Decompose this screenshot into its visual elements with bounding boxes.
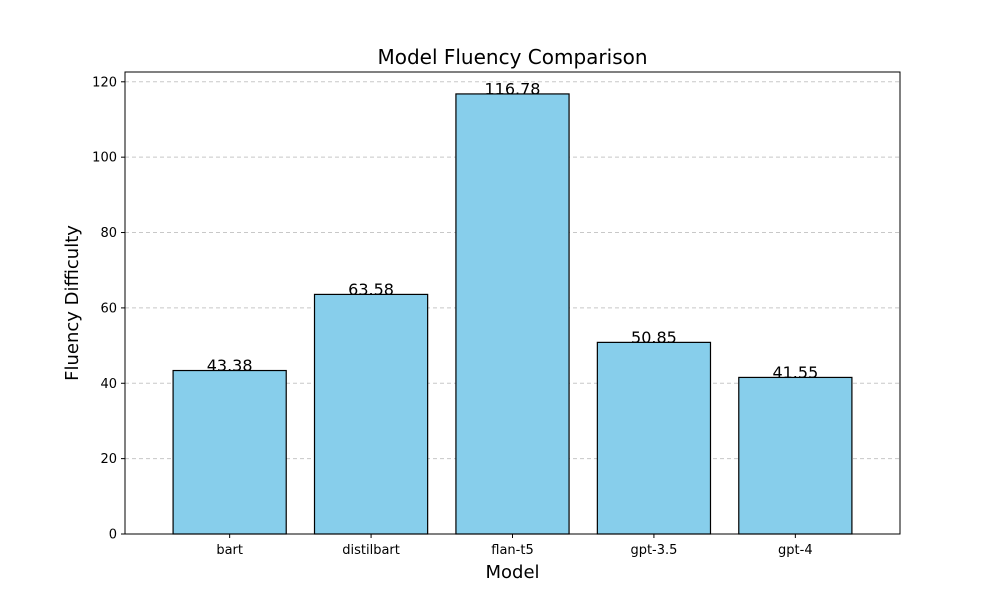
bars [172, 93, 853, 535]
x-tick-label: bart [216, 543, 243, 558]
x-tick-label: gpt-3.5 [630, 543, 677, 558]
bar-gpt-4 [738, 376, 853, 535]
value-labels: 43.38 63.58 116.78 50.85 41.55 [207, 79, 819, 381]
y-tick-label: 40 [100, 377, 117, 392]
y-axis-label: Fluency Difficulty [62, 225, 83, 381]
bar-distilbart [313, 293, 429, 535]
y-tick-label: 60 [100, 301, 117, 316]
y-tick-label: 120 [92, 75, 117, 90]
value-label-flan-t5: 116.78 [485, 79, 541, 98]
value-label-bart: 43.38 [207, 356, 253, 375]
y-tick-label: 0 [109, 528, 117, 543]
y-axis-ticks: 0 20 40 60 80 100 120 [92, 75, 125, 543]
x-tick-label: gpt-4 [778, 543, 813, 558]
x-axis-ticks: bart distilbart flan-t5 gpt-3.5 gpt-4 [216, 534, 813, 558]
x-axis-label: Model [485, 562, 539, 583]
x-tick-label: distilbart [342, 543, 400, 558]
y-tick-label: 20 [100, 452, 117, 467]
y-tick-label: 100 [92, 151, 117, 166]
chart-title: Model Fluency Comparison [377, 45, 647, 69]
x-tick-label: flan-t5 [491, 543, 533, 558]
bar-bart [172, 369, 287, 535]
value-label-distilbart: 63.58 [348, 280, 394, 299]
y-tick-label: 80 [100, 226, 117, 241]
bar-flan-t5 [455, 93, 570, 535]
bar-gpt-3.5 [596, 341, 712, 535]
value-label-gpt-4: 41.55 [772, 363, 818, 382]
value-label-gpt-3.5: 50.85 [631, 328, 677, 347]
